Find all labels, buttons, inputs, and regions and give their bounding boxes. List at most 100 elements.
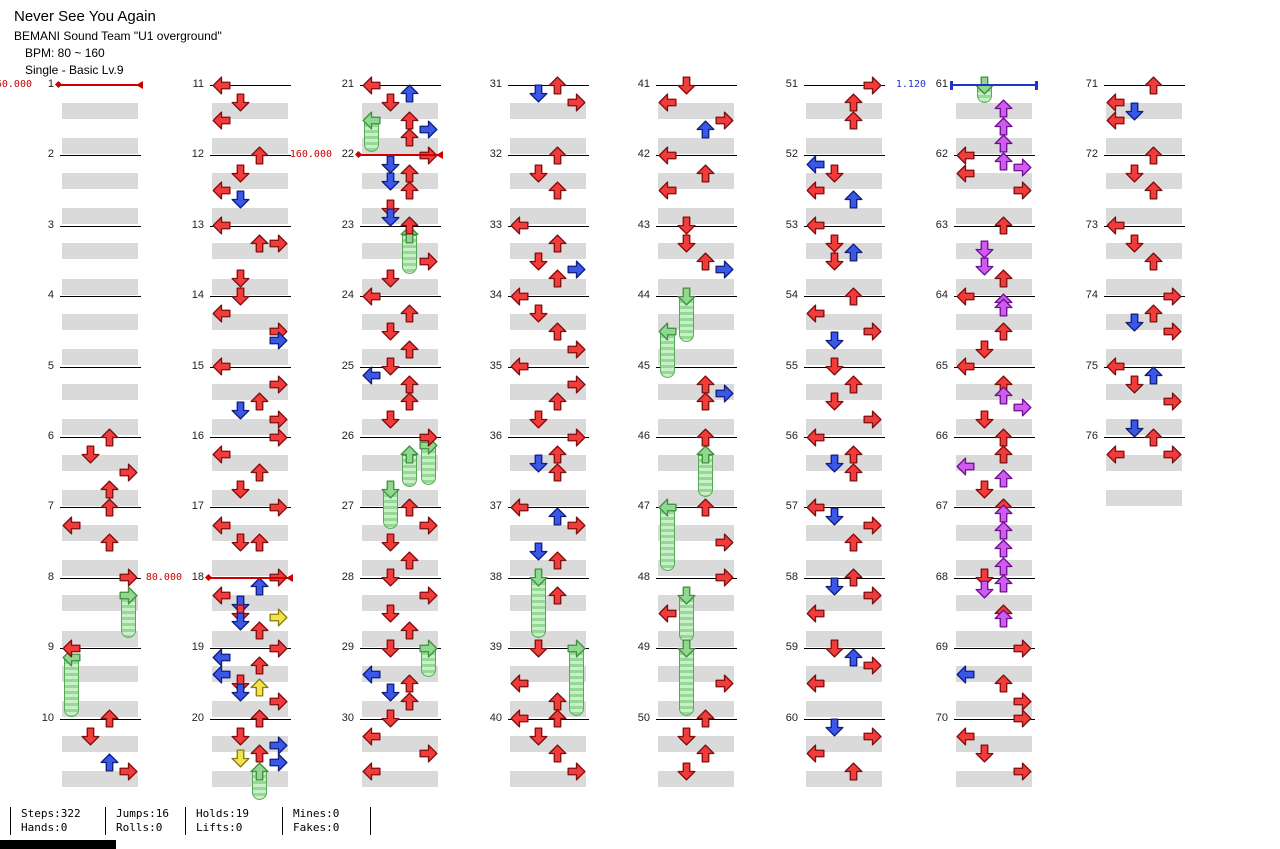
beat-band (62, 137, 138, 154)
arrow-down-icon (81, 727, 100, 746)
arrow-down-icon (975, 257, 994, 276)
measure-number: 20 (191, 711, 204, 724)
measure-number: 71 (1085, 78, 1098, 90)
arrow-right-icon (419, 427, 438, 447)
beat-band (212, 560, 288, 577)
measure-number: 50 (637, 711, 650, 724)
measure-number: 41 (637, 78, 650, 90)
beat-band (956, 630, 1032, 647)
arrow-left-icon (362, 75, 381, 95)
beat-band (510, 243, 586, 260)
arrow-right-icon (715, 568, 734, 587)
beat-band (658, 243, 734, 260)
beat-band (806, 137, 882, 154)
arrow-up-icon (400, 339, 419, 359)
measure-line (1104, 437, 1185, 438)
beat-band (956, 313, 1032, 330)
arrow-right-icon (119, 568, 138, 587)
arrow-right-icon (1013, 762, 1032, 781)
measure-line (656, 85, 737, 86)
stop-marker-cap (950, 81, 953, 90)
measure-number: 56 (785, 430, 798, 442)
measure-line (60, 577, 141, 579)
measure-number: 16 (191, 430, 204, 442)
measure-number: 1 (47, 78, 54, 90)
measure-number: 31 (489, 78, 502, 90)
arrow-up-icon (994, 521, 1013, 540)
arrow-right-icon (269, 608, 288, 627)
measure-number: 46 (637, 430, 650, 442)
arrow-left-icon (510, 287, 529, 306)
measure-line (360, 577, 441, 579)
measure-line (508, 648, 589, 650)
arrow-down-icon (231, 749, 250, 768)
measure-line (804, 437, 885, 438)
arrow-left-icon (806, 603, 825, 623)
arrow-up-icon (844, 375, 863, 394)
arrow-right-icon (715, 533, 734, 552)
hold-arrow-up-icon (250, 762, 269, 781)
beat-band (1106, 384, 1182, 401)
arrow-down-icon (231, 480, 250, 499)
measure-number: 40 (489, 711, 502, 724)
arrow-down-icon (231, 674, 250, 693)
arrow-left-icon (1106, 93, 1125, 112)
arrow-up-icon (400, 551, 419, 570)
arrow-right-icon (863, 656, 882, 675)
measure-number: 43 (637, 218, 650, 231)
arrow-down-icon (381, 683, 400, 702)
arrow-up-icon (400, 304, 419, 323)
arrow-right-icon (269, 691, 288, 711)
beat-band (510, 102, 586, 119)
arrow-up-icon (250, 463, 269, 482)
arrow-up-icon (1144, 304, 1163, 323)
measure-line (508, 296, 589, 298)
arrow-up-icon (400, 392, 419, 411)
bpm-marker-arrowhead (136, 81, 143, 89)
measure-number: 6 (47, 430, 54, 442)
measure-line (360, 437, 441, 438)
beat-band (362, 349, 438, 365)
measure-number: 10 (41, 711, 54, 724)
arrow-down-icon (231, 163, 250, 183)
measure-number: 8 (47, 570, 54, 583)
bpm-marker-line (359, 154, 442, 157)
arrow-up-icon (994, 269, 1013, 288)
beat-band (510, 771, 586, 788)
arrow-up-icon (994, 298, 1013, 317)
measure-number: 47 (637, 500, 650, 513)
arrow-up-icon (250, 392, 269, 411)
arrow-down-icon (677, 216, 696, 235)
arrow-up-icon (548, 709, 567, 728)
arrow-right-icon (863, 75, 882, 95)
arrow-up-icon (696, 744, 715, 763)
arrow-up-icon (548, 744, 567, 763)
arrow-up-icon (100, 498, 119, 517)
stat-line: Rolls:0 (116, 821, 163, 834)
measure-line (360, 225, 441, 227)
measure-line (656, 718, 737, 720)
beat-band (510, 595, 586, 612)
arrow-up-icon (1144, 427, 1163, 447)
beat-band (956, 736, 1032, 753)
measure-number: 32 (489, 148, 502, 161)
arrow-left-icon (362, 287, 381, 306)
measure-line (360, 718, 441, 720)
beat-band (510, 665, 586, 682)
measure-number: 70 (935, 711, 948, 724)
arrow-up-icon (994, 574, 1013, 593)
beat-band (806, 313, 882, 330)
arrow-left-icon (362, 366, 381, 385)
arrow-left-icon (956, 163, 975, 183)
arrow-up-icon (994, 427, 1013, 447)
measure-number: 12 (191, 148, 204, 161)
arrow-right-icon (1163, 287, 1182, 306)
arrow-down-icon (381, 603, 400, 623)
beat-band (510, 384, 586, 401)
bpm-marker-arrowhead (286, 573, 293, 582)
beat-band (956, 349, 1032, 365)
measure-number: 64 (935, 289, 948, 302)
beat-band (362, 278, 438, 295)
measure-number: 67 (935, 500, 948, 513)
arrow-down-icon (529, 84, 548, 103)
